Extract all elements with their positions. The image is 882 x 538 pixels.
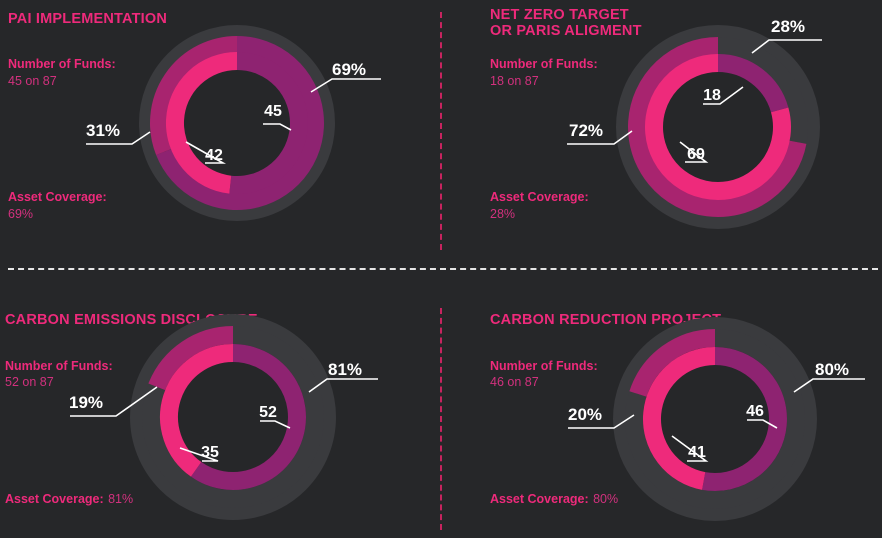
outer-percent-label: 69%	[332, 60, 366, 79]
panel-title: PAI IMPLEMENTATION	[8, 11, 168, 27]
leader-line-outer-a	[308, 378, 378, 393]
inner-count-label: 45	[264, 103, 282, 120]
inner-slice-18	[717, 54, 789, 113]
donut-track	[130, 314, 336, 520]
inner-count-label: 42	[205, 147, 223, 164]
leader-line-inner-a	[747, 419, 778, 429]
leader-line-inner-b	[185, 141, 227, 164]
funds-label: Number of Funds:	[490, 57, 598, 71]
panel-pai-implementation: PAI IMPLEMENTATION Number of Funds: 45 o…	[0, 0, 441, 269]
outer-slice-72%	[628, 37, 807, 217]
coverage-label: Asset Coverage:	[5, 492, 104, 506]
outer-slice-69%	[156, 36, 324, 210]
inner-slice-46	[702, 347, 787, 491]
inner-count-label: 69	[687, 146, 705, 163]
inner-slice-52	[190, 344, 306, 490]
panel-net-zero-target: NET ZERO TARGET OR PARIS ALIGMENT Number…	[441, 0, 882, 269]
outer-percent-label: 72%	[569, 121, 603, 140]
funds-label: Number of Funds:	[8, 57, 116, 71]
leader-line-inner-a	[260, 420, 291, 429]
vertical-divider-bottom	[440, 308, 442, 530]
outer-slice-20%	[629, 329, 716, 398]
funds-label: Number of Funds:	[490, 359, 598, 373]
inner-slice-42	[165, 52, 238, 194]
coverage-value: 81%	[108, 492, 134, 506]
inner-count-label: 46	[746, 403, 764, 420]
leader-line-inner-a	[703, 86, 744, 105]
leader-line-outer-a	[751, 39, 822, 54]
coverage-line: Asset Coverage: 80%	[490, 490, 618, 508]
leader-line-outer-b	[567, 130, 633, 145]
outer-slice-81%	[142, 326, 324, 508]
inner-slice-35	[160, 344, 234, 477]
leader-line-outer-b	[568, 414, 635, 429]
panel-title: NET ZERO TARGET OR PARIS ALIGMENT	[490, 7, 642, 39]
coverage-line: Asset Coverage: 81%	[5, 490, 133, 508]
outer-slice-28%	[717, 37, 808, 144]
vertical-divider-top	[440, 12, 442, 250]
donut-track	[139, 25, 335, 221]
donut-track	[613, 317, 817, 521]
outer-percent-label: 28%	[771, 17, 805, 36]
panel-carbon-reduction-project: CARBON REDUCTION PROJECT Number of Funds…	[441, 269, 882, 538]
funds-value: 18 on 87	[490, 74, 539, 88]
outer-percent-label: 80%	[815, 360, 849, 379]
leader-line-inner-b	[671, 435, 709, 462]
inner-slice-45	[229, 52, 308, 194]
leader-line-outer-a	[310, 78, 381, 93]
leader-line-outer-b	[86, 131, 151, 145]
inner-count-label: 35	[201, 444, 219, 461]
outer-slice-31%	[150, 36, 238, 156]
leader-line-inner-b	[179, 447, 219, 462]
outer-percent-label: 19%	[69, 393, 103, 412]
outer-percent-label: 81%	[328, 360, 362, 379]
coverage-label: Asset Coverage:	[8, 190, 107, 204]
coverage-value: 80%	[593, 492, 619, 506]
funds-label: Number of Funds:	[5, 359, 113, 373]
leader-line-inner-a	[263, 123, 292, 131]
coverage-label: Asset Coverage:	[490, 492, 589, 506]
inner-count-label: 41	[688, 444, 706, 461]
funds-value: 52 on 87	[5, 375, 54, 389]
outer-slice-19%	[148, 326, 234, 391]
funds-value: 45 on 87	[8, 74, 57, 88]
inner-count-label: 52	[259, 404, 277, 421]
outer-percent-label: 20%	[568, 405, 602, 424]
leader-line-inner-b	[679, 141, 709, 163]
outer-percent-label: 31%	[86, 121, 120, 140]
coverage-value: 28%	[490, 207, 516, 221]
funds-value: 46 on 87	[490, 375, 539, 389]
horizontal-divider	[8, 268, 878, 270]
inner-slice-41	[643, 347, 716, 490]
outer-slice-80%	[625, 329, 805, 509]
coverage-label: Asset Coverage:	[490, 190, 589, 204]
coverage-value: 69%	[8, 207, 34, 221]
leader-line-outer-b	[70, 386, 158, 417]
inner-count-label: 18	[703, 87, 721, 104]
leader-line-outer-a	[793, 378, 865, 393]
inner-slice-69	[645, 54, 791, 200]
donut-track	[616, 25, 820, 229]
